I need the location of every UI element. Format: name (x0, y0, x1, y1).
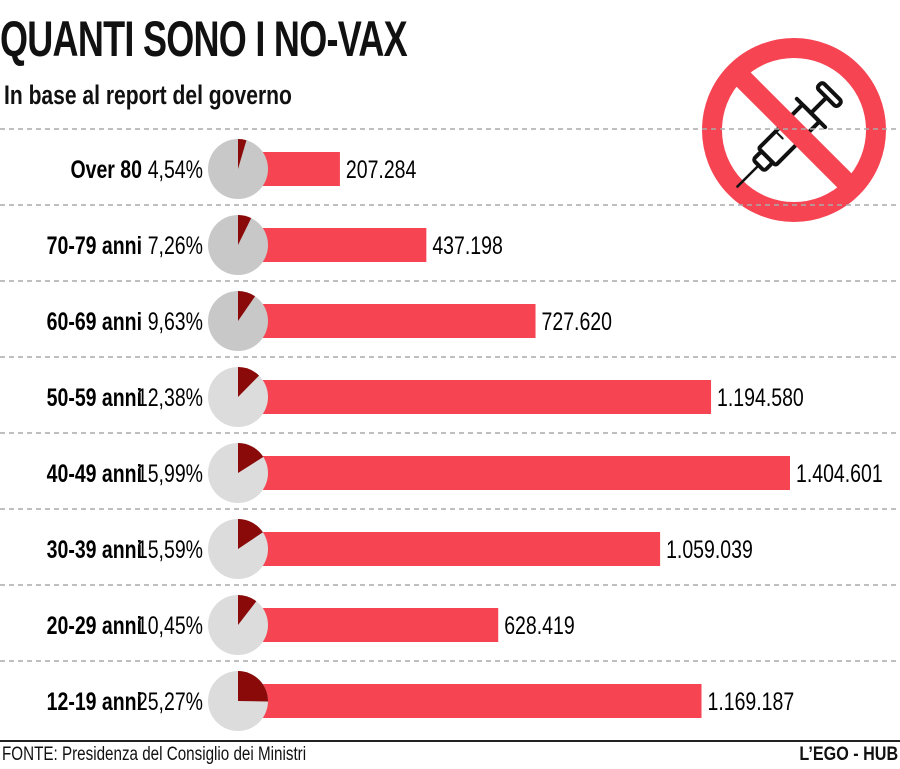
percent-label: 15,59% (137, 536, 203, 564)
percent-label: 15,99% (137, 460, 203, 488)
footer-divider (0, 740, 900, 742)
bar (262, 608, 499, 642)
source-note: FONTE: Presidenza del Consiglio dei Mini… (2, 744, 307, 765)
value-label: 1.059.039 (666, 536, 753, 564)
value-label: 628.419 (504, 612, 574, 640)
pie-slice (238, 139, 247, 169)
pie-slice (238, 595, 257, 625)
pie-slice (238, 291, 256, 321)
percent-label: 12,38% (137, 384, 203, 412)
value-label: 1.194.580 (717, 384, 804, 412)
chart: Over 80 4,54% 207.284 70-79 anni 7,26% 437.19… (0, 128, 900, 731)
pie-slice (238, 367, 260, 397)
category-label: 60-69 anni (47, 308, 142, 336)
category-label: 12-19 anni (47, 688, 142, 716)
value-label: 207.284 (346, 156, 416, 184)
percent-label: 9,63% (148, 308, 203, 336)
value-label: 727.620 (542, 308, 612, 336)
percent-label: 10,45% (137, 612, 203, 640)
value-label: 1.404.601 (796, 460, 883, 488)
bar (262, 304, 536, 338)
pie-slice (238, 519, 263, 549)
value-label: 1.169.187 (708, 688, 795, 716)
bar (262, 228, 427, 262)
category-label: 20-29 anni (47, 612, 142, 640)
page-title: QUANTI SONO I NO-VAX (0, 11, 408, 67)
category-label: 50-59 anni (47, 384, 142, 412)
category-label: 30-39 anni (47, 536, 142, 564)
value-label: 437.198 (432, 232, 502, 260)
bar (262, 684, 702, 718)
pie-slice (238, 443, 264, 473)
brand-logo: L’EGO - HUB (799, 744, 898, 765)
bar (262, 152, 340, 186)
percent-label: 25,27% (137, 688, 203, 716)
pie-slice (238, 671, 269, 702)
page-subtitle: In base al report del governo (4, 80, 292, 110)
no-syringe-icon (702, 38, 886, 222)
percent-label: 7,26% (148, 232, 203, 260)
category-label: Over 80 (70, 156, 142, 184)
bar (262, 532, 661, 566)
bar (262, 380, 712, 414)
pie-slice (238, 215, 252, 245)
category-label: 40-49 anni (47, 460, 142, 488)
category-label: 70-79 anni (47, 232, 142, 260)
bar (262, 456, 790, 490)
percent-label: 4,54% (148, 156, 203, 184)
